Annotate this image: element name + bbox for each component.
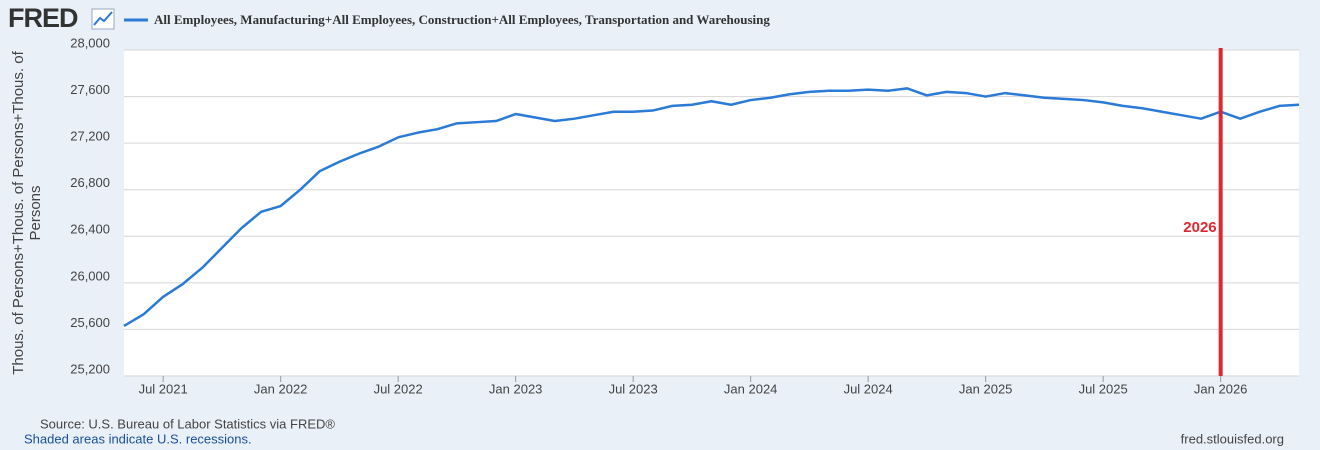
x-tick-label: Jan 2024	[724, 381, 778, 396]
x-tick-label: Jan 2022	[254, 381, 308, 396]
x-tick-label: Jul 2023	[609, 381, 658, 396]
annotation-label: 2026	[1183, 219, 1216, 236]
y-tick-label: 25,200	[70, 361, 110, 376]
logo-icon	[91, 8, 115, 30]
y-tick-label: 26,400	[70, 222, 110, 237]
note: Shaded areas indicate U.S. recessions.	[24, 431, 252, 446]
y-tick-label: 28,000	[70, 35, 110, 50]
y-tick-label: 26,000	[70, 268, 110, 283]
url: fred.stlouisfed.org	[1181, 431, 1284, 446]
logo: FRED	[8, 3, 78, 33]
x-tick-label: Jan 2023	[489, 381, 543, 396]
x-tick-label: Jul 2024	[844, 381, 893, 396]
x-tick-label: Jul 2025	[1079, 381, 1128, 396]
y-axis-label: Thous. of Persons+Thous. of Persons+Thou…	[10, 51, 44, 375]
x-tick-label: Jul 2021	[139, 381, 188, 396]
x-tick-label: Jul 2022	[374, 381, 423, 396]
source: Source: U.S. Bureau of Labor Statistics …	[40, 416, 335, 431]
x-tick-label: Jan 2026	[1194, 381, 1248, 396]
y-tick-label: 27,200	[70, 129, 110, 144]
y-tick-label: 27,600	[70, 82, 110, 97]
legend-label: All Employees, Manufacturing+All Employe…	[154, 12, 770, 27]
y-tick-label: 25,600	[70, 315, 110, 330]
series-line	[123, 87, 1300, 328]
plot-area	[124, 50, 1299, 376]
x-tick-label: Jan 2025	[959, 381, 1013, 396]
y-tick-label: 26,800	[70, 175, 110, 190]
